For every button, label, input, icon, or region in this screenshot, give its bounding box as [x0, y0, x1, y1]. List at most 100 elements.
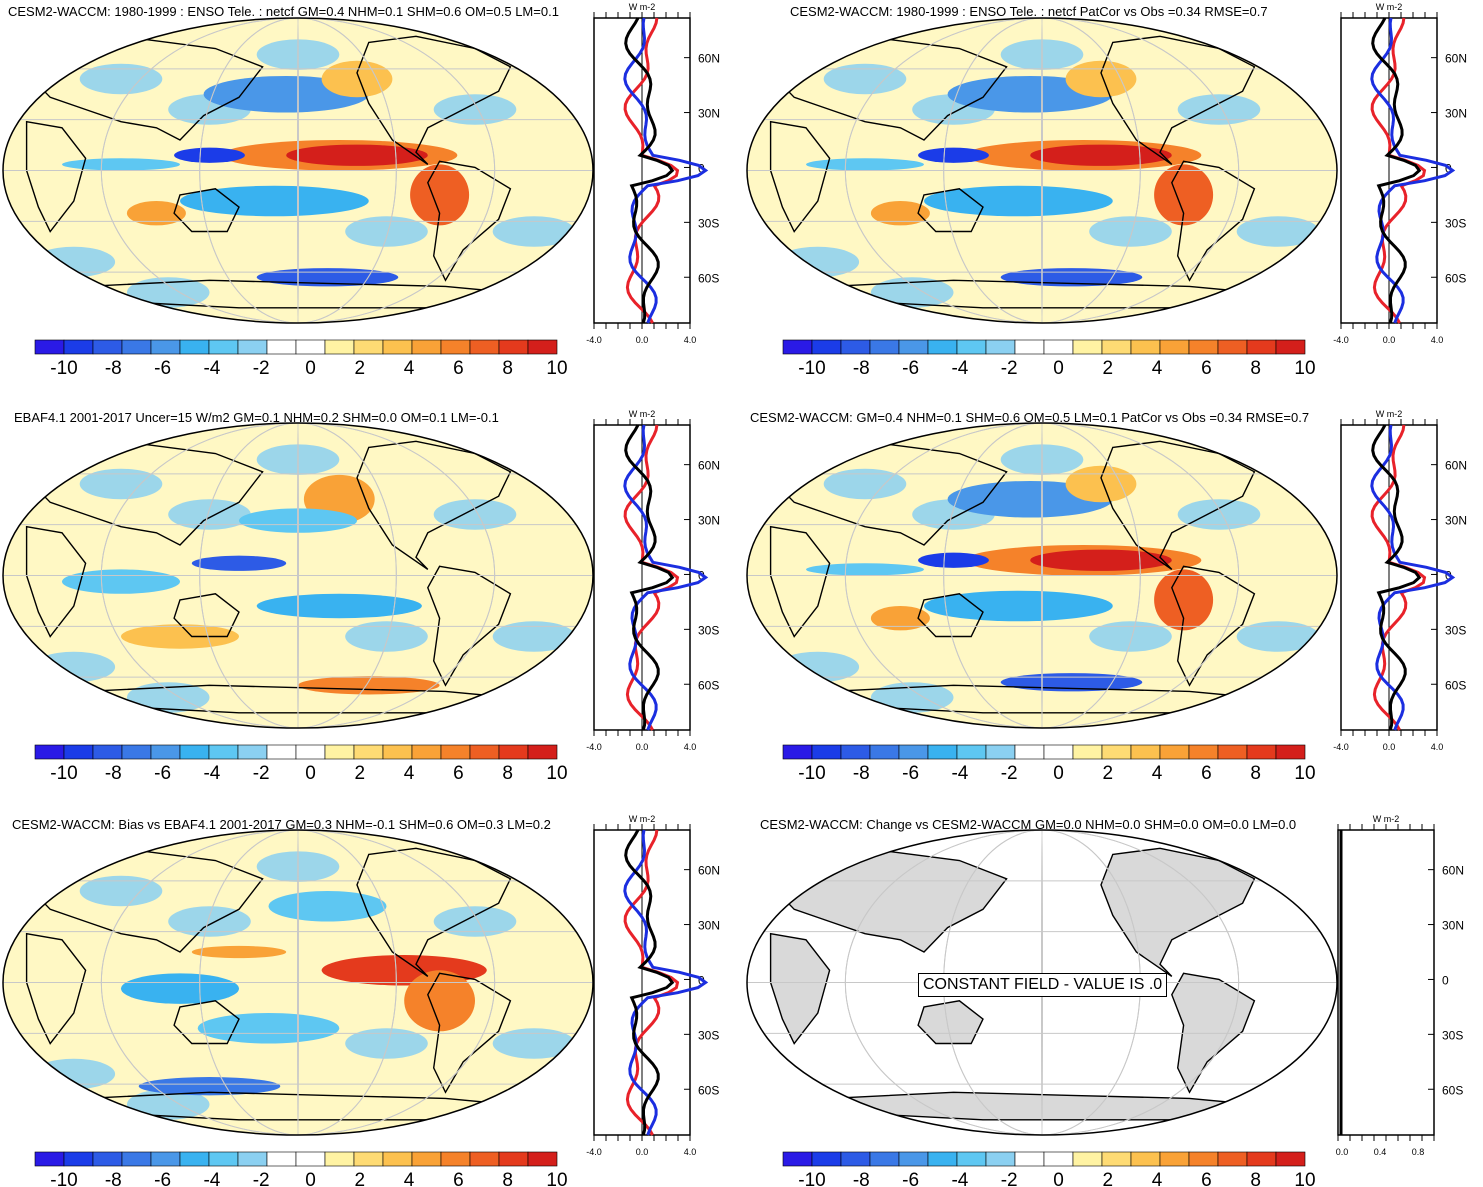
- longitude-gridline: [943, 423, 1141, 728]
- colorbar-swatch: [469, 339, 500, 355]
- coastline-australia: [173, 188, 240, 233]
- longitude-gridline: [844, 423, 1240, 728]
- profile-x-label: -4.0: [586, 742, 602, 752]
- colorbar-swatch: [840, 1151, 871, 1167]
- colorbar-swatch: [1043, 339, 1074, 355]
- colorbar-swatch: [63, 1151, 94, 1167]
- constant-field-label: CONSTANT FIELD - VALUE IS .0: [918, 973, 1168, 997]
- colorbar-swatch: [1246, 1151, 1277, 1167]
- map-panel-1: -10 -8 -6 -4 -2 0 2 4 6 8 10 60N 30N 0 30S 60S W m-2 -4.0…: [0, 0, 740, 385]
- anomaly-blob: [410, 164, 470, 226]
- anomaly-patch: [492, 1028, 576, 1059]
- anomaly-blob: [924, 590, 1113, 622]
- colorbar-swatch: [411, 1151, 442, 1167]
- colorbar-label: -10: [798, 763, 825, 784]
- anomaly-patch: [492, 216, 576, 247]
- colorbar-label: -4: [203, 763, 220, 784]
- colorbar-swatch: [469, 1151, 500, 1167]
- profile-curve: [624, 829, 675, 1136]
- anomaly-blob: [268, 891, 387, 922]
- coastline-africa: [25, 525, 87, 638]
- profile-x-label: 0.0: [636, 335, 649, 345]
- colorbar-swatch: [927, 744, 958, 760]
- colorbar-swatch: [121, 1151, 152, 1167]
- coastline-americasS: [427, 972, 512, 1094]
- longitude-gridline: [100, 830, 496, 1135]
- colorbar-label: -10: [50, 1170, 77, 1187]
- map-panel-3: -10 -8 -6 -4 -2 0 2 4 6 8 10 60N 30N 0 30S 60S W m-2 -4.0…: [0, 405, 740, 790]
- colorbar-label: 4: [1152, 358, 1163, 379]
- colorbar-swatch: [179, 1151, 210, 1167]
- anomaly-blob: [191, 555, 287, 571]
- panel-graphics: -10 -8 -6 -4 -2 0 2 4 6 8 10 60N 30N 0 30S 60S W m-2 0.0 0…: [746, 814, 1464, 1187]
- colorbar-swatch: [92, 1151, 123, 1167]
- colorbar-swatch: [92, 744, 123, 760]
- profile-frame: [1337, 829, 1435, 1136]
- colorbar-swatch: [1072, 1151, 1103, 1167]
- map-panel-5: -10 -8 -6 -4 -2 0 2 4 6 8 10 60N 30N 0 30S 60S W m-2 -4.0…: [0, 812, 740, 1187]
- colorbar-swatch: [985, 744, 1016, 760]
- colorbar-label: 10: [1294, 1170, 1315, 1187]
- colorbar-swatch: [1217, 1151, 1248, 1167]
- anomaly-patch: [1089, 621, 1172, 652]
- profile-curve: [624, 17, 675, 324]
- longitude-gridline: [199, 18, 397, 323]
- anomaly-patch: [345, 621, 428, 652]
- profile-curve: [623, 829, 709, 1136]
- colorbar-swatch: [898, 744, 929, 760]
- anomaly-blob: [1065, 465, 1137, 503]
- colorbar-label: -2: [253, 358, 270, 379]
- coastline-australia: [917, 1000, 984, 1045]
- colorbar-label: -6: [902, 763, 919, 784]
- anomaly-blob: [918, 147, 989, 163]
- anomaly-patch: [32, 1058, 116, 1090]
- profile-x-label: -4.0: [1333, 742, 1349, 752]
- colorbar-swatch: [1014, 744, 1045, 760]
- longitude-gridline: [943, 18, 1141, 323]
- colorbar: -10 -8 -6 -4 -2 0 2 4 6 8 10: [34, 339, 568, 379]
- colorbar-swatch: [34, 1151, 65, 1167]
- colorbar-swatch: [1188, 339, 1219, 355]
- colorbar-label: 8: [1250, 358, 1261, 379]
- coastline-eurasia: [25, 440, 264, 546]
- colorbar-swatch: [295, 744, 326, 760]
- map-panel-4: -10 -8 -6 -4 -2 0 2 4 6 8 10 60N 30N 0 30S 60S W m-2 -4.0…: [745, 405, 1483, 790]
- profile-curve: [623, 424, 680, 731]
- coastline-australia: [173, 1000, 240, 1045]
- latitude-label: 0: [1442, 973, 1449, 987]
- panel-graphics: -10 -8 -6 -4 -2 0 2 4 6 8 10 60N 30N 0 30S 60S W m-2 -4.0…: [2, 814, 720, 1187]
- profile-x-label: 4.0: [684, 335, 697, 345]
- map-border: [746, 17, 1338, 324]
- colorbar-swatch: [382, 1151, 413, 1167]
- profile-curve: [623, 424, 709, 731]
- latitude-label: 60N: [698, 52, 720, 66]
- colorbar-swatch: [782, 1151, 813, 1167]
- anomaly-blob: [870, 201, 930, 226]
- anomaly-patch: [126, 1089, 210, 1120]
- colorbar-swatch: [1159, 339, 1190, 355]
- colorbar-swatch: [840, 339, 871, 355]
- anomaly-blob: [180, 185, 369, 217]
- colorbar-label: 0: [1053, 763, 1064, 784]
- colorbar-swatch: [1014, 339, 1045, 355]
- anomaly-patch: [126, 682, 210, 713]
- colorbar-swatch: [782, 339, 813, 355]
- colorbar-label: 8: [502, 358, 513, 379]
- colorbar-swatch: [527, 339, 558, 355]
- colorbar-label: 0: [305, 1170, 316, 1187]
- colorbar-label: 10: [546, 763, 567, 784]
- anomaly-blob: [870, 606, 930, 631]
- colorbar-label: -10: [798, 358, 825, 379]
- latitude-label: 30N: [698, 107, 720, 121]
- colorbar-swatch: [498, 744, 529, 760]
- colorbar-swatch: [811, 339, 842, 355]
- panel-title: CESM2-WACCM: 1980-1999 : ENSO Tele. : ne…: [790, 4, 1268, 19]
- colorbar-swatch: [295, 1151, 326, 1167]
- colorbar-label: 4: [404, 358, 415, 379]
- profile-x-label: 4.0: [1431, 742, 1444, 752]
- anomaly-blob: [126, 201, 186, 226]
- colorbar: -10 -8 -6 -4 -2 0 2 4 6 8 10: [782, 339, 1316, 379]
- anomaly-patch: [776, 246, 860, 278]
